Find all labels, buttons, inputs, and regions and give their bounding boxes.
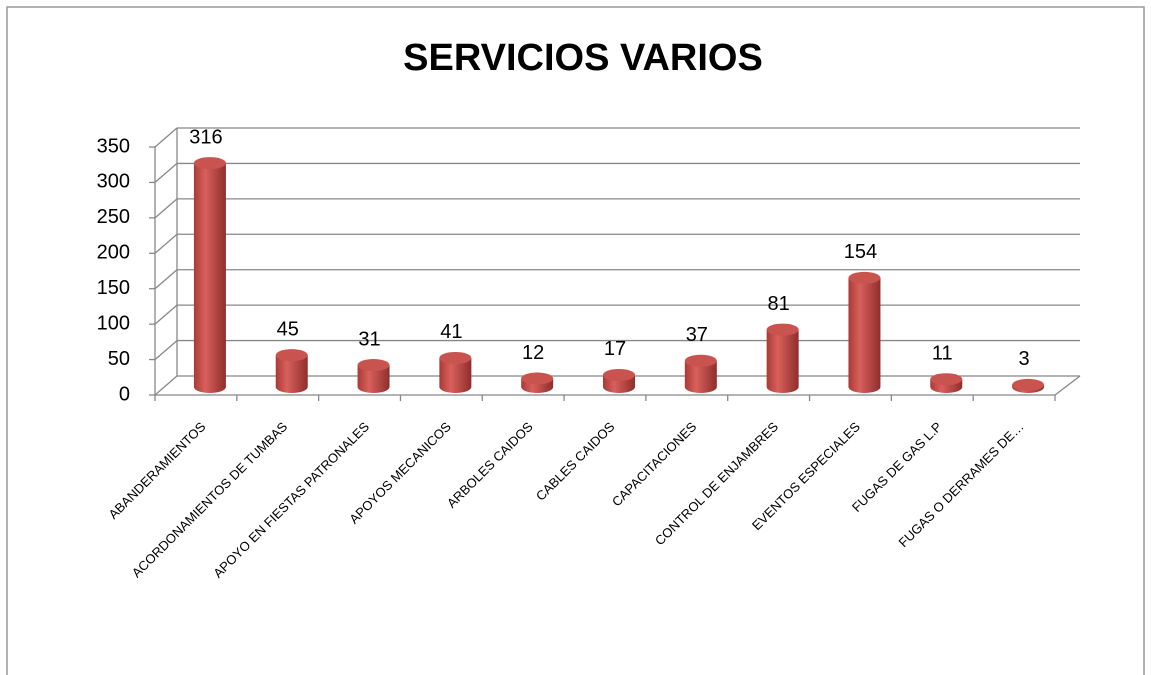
frame xyxy=(6,6,1145,675)
x-tick-label: ACORDONAMIENTOS DE TUMBAS xyxy=(129,419,291,581)
bar-top xyxy=(193,157,226,170)
y-tick-label: 200 xyxy=(97,242,130,264)
y-tick-label: 100 xyxy=(97,312,130,334)
bar-top xyxy=(439,351,472,364)
value-label: 31 xyxy=(358,328,380,350)
y-tick-label: 150 xyxy=(97,277,130,299)
bar-top xyxy=(357,359,390,372)
grid-line xyxy=(154,233,178,254)
bar-top xyxy=(848,271,881,284)
x-tick-label: ARBOLES CAIDOS xyxy=(444,419,536,511)
value-label: 3 xyxy=(1019,348,1030,370)
chart-title: SERVICIOS VARIOS xyxy=(403,37,763,79)
value-label: 37 xyxy=(686,324,708,346)
bar-top xyxy=(1012,378,1045,391)
bar xyxy=(848,277,881,393)
bar-top xyxy=(930,373,963,386)
grid-line xyxy=(154,304,178,325)
value-label: 11 xyxy=(932,342,953,364)
bar xyxy=(193,163,226,393)
value-label: 81 xyxy=(768,293,790,315)
value-label: 17 xyxy=(604,338,626,360)
floor-edge xyxy=(1054,375,1081,396)
y-tick-label: 50 xyxy=(108,348,130,370)
bar xyxy=(439,357,472,393)
x-tick-label: CAPACITACIONES xyxy=(609,419,700,510)
bar xyxy=(684,360,717,393)
bar-top xyxy=(684,354,717,367)
value-label: 154 xyxy=(844,241,877,263)
value-label: 45 xyxy=(277,318,299,340)
bar-top xyxy=(521,372,554,385)
bar xyxy=(275,355,308,393)
y-tick-label: 250 xyxy=(97,206,130,228)
bar-top xyxy=(275,349,308,362)
x-tick-label: APOYO EN FIESTAS PATRONALES xyxy=(210,419,372,581)
bar-top xyxy=(766,323,799,336)
grid-line xyxy=(154,127,178,148)
x-tick-label: CABLES CAIDOS xyxy=(533,419,618,504)
value-label: 41 xyxy=(440,321,462,343)
grid-line xyxy=(154,269,178,290)
y-tick-label: 0 xyxy=(119,383,130,405)
grid-line xyxy=(154,375,178,396)
x-tick-label: FUGAS DE GAS L.P xyxy=(849,419,945,515)
bar xyxy=(766,329,799,393)
value-label: 12 xyxy=(522,342,544,364)
y-tick-label: 300 xyxy=(97,171,130,193)
value-label: 316 xyxy=(189,126,222,148)
grid-line xyxy=(154,162,178,183)
grid-line xyxy=(154,340,178,361)
bar xyxy=(357,365,390,393)
y-tick-label: 350 xyxy=(97,135,130,157)
bar-top xyxy=(603,368,635,381)
grid-line xyxy=(154,198,178,219)
